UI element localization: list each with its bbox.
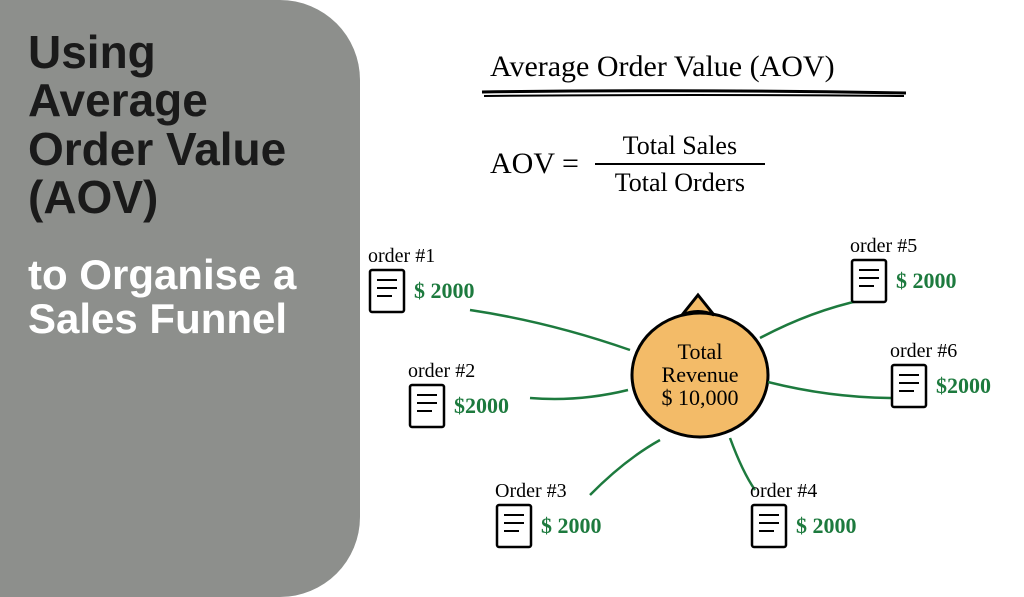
order-amount: $ 2000 [796, 513, 857, 539]
heading-secondary: to Organise a Sales Funnel [28, 253, 330, 341]
fraction-bar [595, 163, 765, 165]
order-node-1: order #1 $ 2000 [368, 245, 475, 314]
document-icon [408, 383, 446, 429]
order-amount: $ 2000 [414, 278, 475, 304]
connector-line [768, 382, 895, 398]
whiteboard-diagram: Average Order Value (AOV) AOV = Total Sa… [360, 0, 1024, 597]
document-icon [495, 503, 533, 549]
formula-denominator: Total Orders [615, 167, 745, 198]
connector-line [470, 310, 630, 350]
order-label: order #1 [368, 245, 435, 268]
order-label: order #4 [750, 480, 817, 503]
order-label: Order #3 [495, 480, 567, 503]
order-node-5: order #5 $ 2000 [850, 235, 957, 304]
bag-label-line2: $ 10,000 [662, 385, 739, 410]
order-label: order #5 [850, 235, 917, 258]
order-amount: $2000 [936, 373, 991, 399]
connector-line [760, 300, 862, 338]
order-node-6: order #6 $2000 [890, 340, 991, 409]
order-label: order #6 [890, 340, 957, 363]
connector-line [530, 390, 628, 399]
formula-fraction: Total Sales Total Orders [595, 130, 765, 198]
document-icon [850, 258, 888, 304]
order-amount: $ 2000 [541, 513, 602, 539]
bag-label: Total Revenue $ 10,000 [645, 340, 755, 409]
order-node-3: Order #3 $ 2000 [495, 480, 602, 549]
order-amount: $2000 [454, 393, 509, 419]
bag-label-line1: Total Revenue [662, 339, 739, 387]
aov-formula: AOV = Total Sales Total Orders [490, 130, 765, 198]
order-label: order #2 [408, 360, 475, 383]
title-underline [480, 88, 910, 98]
order-node-4: order #4 $ 2000 [750, 480, 857, 549]
diagram-title: Average Order Value (AOV) [490, 50, 835, 84]
formula-numerator: Total Sales [623, 130, 737, 161]
order-node-2: order #2 $2000 [408, 360, 509, 429]
document-icon [750, 503, 788, 549]
sidebar-panel: Using Average Order Value (AOV) to Organ… [0, 0, 360, 597]
document-icon [890, 363, 928, 409]
formula-lhs: AOV = [490, 147, 579, 181]
order-amount: $ 2000 [896, 268, 957, 294]
document-icon [368, 268, 406, 314]
heading-primary: Using Average Order Value (AOV) [28, 28, 330, 221]
